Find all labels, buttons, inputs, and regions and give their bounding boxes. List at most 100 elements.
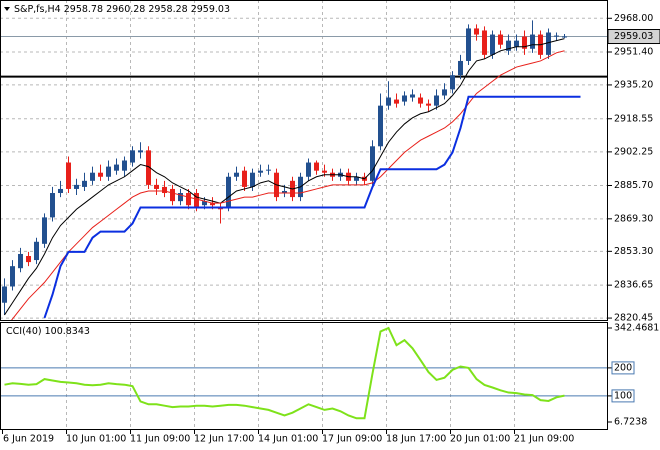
candle-body: [18, 253, 23, 269]
candle-body: [202, 201, 207, 206]
candle-body: [450, 75, 455, 90]
y-tick-label: 100: [614, 390, 632, 401]
price-box-label: 2959.03: [614, 31, 653, 42]
y-tick-label: 2951.40: [614, 47, 653, 58]
candle-body: [554, 35, 559, 37]
level-label-box: [611, 361, 635, 375]
symbol: S&P,fs,H4: [14, 4, 61, 15]
candle-body: [458, 60, 463, 76]
price-panel: [0, 0, 608, 320]
candle-body: [434, 95, 439, 106]
candle-body: [34, 241, 39, 261]
candle-body: [98, 172, 103, 177]
candle-body: [562, 36, 567, 38]
candle-body: [74, 184, 79, 189]
candle-body: [194, 193, 199, 208]
axes: 2968.00 2951.40 2935.20 2918.55 2902.25 2885.…: [2, 13, 660, 445]
candle-body: [154, 184, 159, 189]
price-frame: [0, 0, 608, 321]
cci-value: 100.8343: [45, 326, 90, 337]
candle-body: [530, 34, 535, 49]
candle-body: [402, 95, 407, 102]
candle-body: [394, 99, 399, 104]
x-tick-label: 17 Jun 09:00: [322, 434, 382, 445]
candle-body: [426, 103, 431, 106]
indicator: CCI(40): [6, 326, 42, 337]
candle-body: [186, 193, 191, 206]
candle-body: [506, 40, 511, 51]
candle-body: [482, 30, 487, 55]
y-tick-label: 342.4681: [614, 323, 659, 334]
candle-body: [178, 193, 183, 202]
candle-body: [354, 176, 359, 181]
high: 2960.28: [106, 4, 145, 15]
low: 2958.28: [148, 4, 187, 15]
candle-body: [50, 193, 55, 218]
candle-body: [58, 188, 63, 194]
x-tick-label: 18 Jun 17:00: [386, 434, 446, 445]
close: 2959.03: [191, 4, 230, 15]
candle-body: [10, 266, 15, 287]
menu-triangle[interactable]: [4, 7, 10, 11]
candle-body: [170, 188, 175, 202]
x-tick-label: 21 Jun 09:00: [514, 434, 574, 445]
candle-body: [258, 170, 263, 173]
open: 2958.78: [64, 4, 103, 15]
candle-body: [466, 28, 471, 61]
candle-body: [378, 105, 383, 147]
candle-body: [210, 203, 215, 206]
candle-body: [442, 89, 447, 96]
y-tick-label: 2935.20: [614, 79, 653, 90]
candle-body: [250, 172, 255, 187]
candle-body: [514, 40, 519, 47]
candle-body: [410, 94, 415, 98]
candle-body: [66, 162, 71, 189]
y-tick-label: 2820.45: [614, 313, 653, 324]
y-tick-label: 2836.65: [614, 280, 653, 291]
price-title: S&P,fs,H4 2958.78 2960.28 2958.28 2959.0…: [14, 4, 230, 15]
candle-body: [322, 170, 327, 173]
cci-line: [4, 326, 565, 420]
candle-body: [90, 172, 95, 181]
y-tick-label: 2968.00: [614, 13, 653, 24]
candle-body: [82, 180, 87, 187]
x-tick-label: 10 Jun 01:00: [66, 434, 126, 445]
indicator-line: [11, 50, 565, 320]
candle-body: [2, 286, 7, 303]
cci-panel: [0, 322, 608, 430]
candle-body: [146, 150, 151, 185]
y-tick-label: 2902.25: [614, 146, 653, 157]
candle-body: [282, 190, 287, 194]
candle-body: [234, 172, 239, 177]
candle-body: [306, 162, 311, 177]
cci-title: CCI(40) 100.8343: [6, 326, 90, 337]
candle-body: [42, 217, 47, 244]
indicator-line: [4, 38, 565, 316]
candle-body: [266, 169, 271, 171]
candle-body: [498, 34, 503, 45]
candle-body: [314, 162, 319, 171]
y-tick-label: 6.7238: [614, 417, 647, 428]
candle-body: [138, 150, 143, 153]
candle-body: [162, 186, 167, 194]
candle-body: [226, 176, 231, 208]
candle-body: [546, 32, 551, 55]
candle-body: [122, 160, 127, 171]
cci-frame: [0, 322, 608, 430]
x-tick-label: 11 Jun 09:00: [130, 434, 190, 445]
candle-body: [474, 28, 479, 35]
x-tick-label: 6 Jun 2019: [3, 434, 54, 445]
x-tick-label: 12 Jun 17:00: [194, 434, 254, 445]
candle-body: [114, 164, 119, 171]
candle-body: [418, 97, 423, 104]
y-tick-label: 2885.70: [614, 180, 653, 191]
candle-body: [26, 256, 31, 263]
candle-body: [490, 34, 495, 55]
y-tick-label: 2869.30: [614, 213, 653, 224]
candle-body: [130, 150, 135, 163]
x-tick-label: 14 Jun 01:00: [258, 434, 318, 445]
y-tick-label: 2918.55: [614, 113, 653, 124]
candle-body: [242, 170, 247, 187]
